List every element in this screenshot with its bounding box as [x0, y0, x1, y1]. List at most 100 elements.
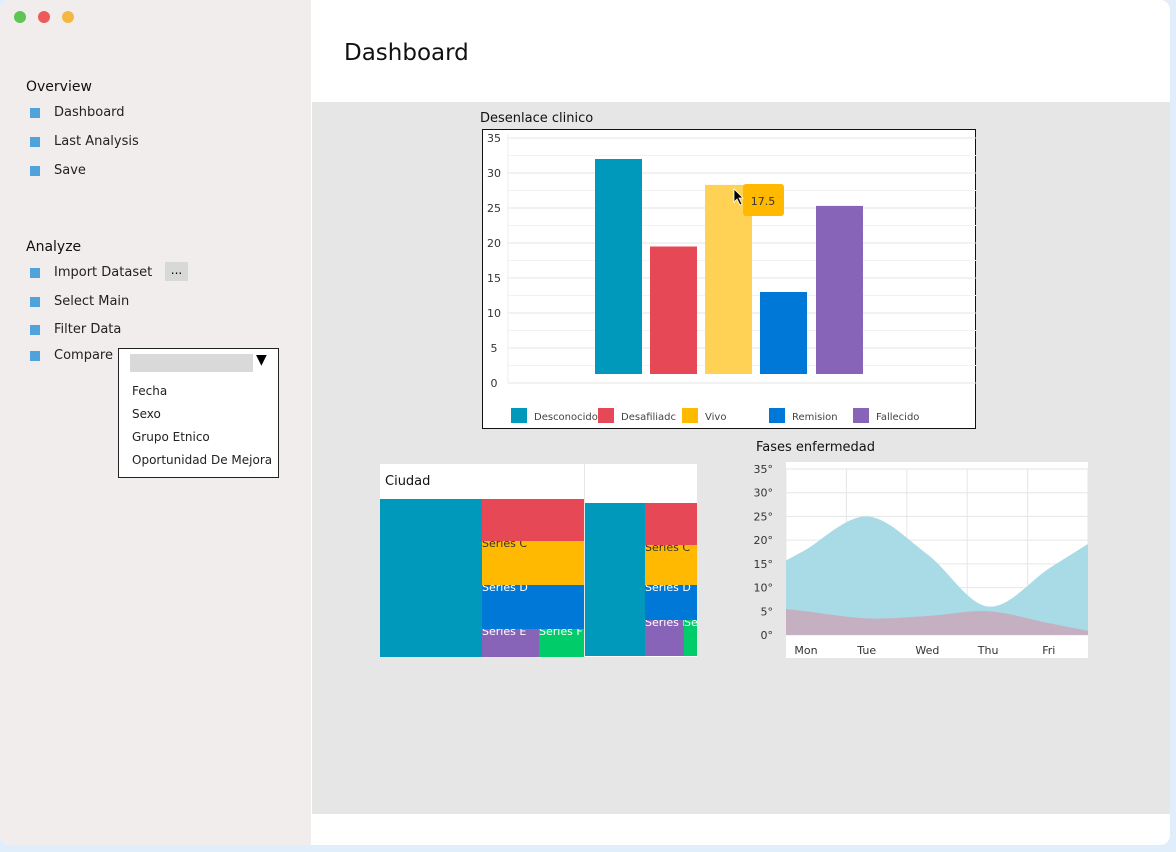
- legend-label: Remision: [792, 412, 838, 423]
- label: Dashboard: [54, 105, 125, 120]
- label: Save: [54, 163, 86, 178]
- divider: [584, 464, 585, 657]
- sidebar-item-select-main[interactable]: Select Main: [30, 294, 129, 309]
- tooltip: [743, 184, 784, 216]
- sidebar-item-compare[interactable]: Compare: [30, 348, 113, 363]
- y-tick-label: 15: [487, 272, 501, 285]
- option-fecha[interactable]: Fecha: [132, 384, 168, 398]
- area-chart: 0° 5° 10° 15° 20° 25° 30° 35° Mon Tue Wed Thu Fri: [754, 462, 1089, 658]
- x-tick-label: Wed: [915, 644, 939, 657]
- treemap-cell-series-b[interactable]: [645, 503, 697, 545]
- treemap-cell-series-a[interactable]: [380, 499, 482, 657]
- sidebar-item-filter-data[interactable]: Filter Data: [30, 322, 121, 337]
- treemap-cell-series-c[interactable]: Series C: [482, 541, 584, 585]
- section-overview: Overview: [26, 79, 92, 95]
- sidebar-item-dashboard[interactable]: Dashboard: [30, 105, 125, 120]
- triangle-down-icon[interactable]: ▼: [256, 352, 267, 368]
- y-tick-label: 35: [487, 132, 501, 145]
- square-icon: [30, 107, 40, 118]
- bar-remision: [760, 292, 807, 374]
- square-icon: [30, 165, 40, 176]
- treemap-cell-series-f[interactable]: Series F: [539, 629, 584, 657]
- treemap-label: Series E: [482, 629, 527, 638]
- section-analyze: Analyze: [26, 239, 82, 255]
- treemap-cell-series-e[interactable]: Series E: [482, 629, 539, 657]
- treemap-cell-series-d[interactable]: Series D: [645, 585, 697, 620]
- y-tick-label: 15°: [754, 558, 773, 571]
- treemap-label: Series E: [645, 620, 684, 629]
- treemap-label: Series C: [482, 541, 528, 550]
- bar-desconocido: [595, 159, 642, 374]
- sidebar-item-import-dataset[interactable]: Import Dataset: [30, 265, 152, 280]
- treemap-cell-series-d[interactable]: Series D: [482, 585, 584, 629]
- y-tick-label: 20: [487, 237, 501, 250]
- treemap-cell-series-c[interactable]: Series C: [645, 545, 697, 585]
- bar-fallecido: [816, 205, 863, 374]
- legend-label: Desconocido: [534, 412, 598, 423]
- x-tick-label: Mon: [794, 644, 817, 657]
- treemap-label: Se: [684, 620, 697, 629]
- legend-swatch: [853, 408, 869, 423]
- legend-label: Vivo: [705, 412, 726, 423]
- y-tick-label: 30°: [754, 487, 773, 500]
- y-tick-label: 30: [487, 167, 501, 180]
- label: Compare: [54, 348, 113, 363]
- square-icon: [30, 350, 40, 361]
- option-grupo-etnico[interactable]: Grupo Etnico: [132, 430, 210, 444]
- legend-swatch: [769, 408, 785, 423]
- treemap-label: Series F: [539, 629, 583, 638]
- y-tick-label: 0°: [761, 629, 774, 642]
- bar-chart: 0 5 10 15 20 25 30 35 Desconocido Desafiliadc Vivo…: [482, 129, 976, 429]
- bar-desafiliadc: [650, 246, 697, 374]
- legend-swatch: [511, 408, 527, 423]
- square-icon: [30, 136, 40, 147]
- compare-select-field[interactable]: [130, 354, 253, 372]
- header: Dashboard: [311, 0, 1170, 102]
- import-browse-button[interactable]: ...: [165, 262, 188, 281]
- legend-label: Desafiliadc: [621, 412, 676, 423]
- window-close-button[interactable]: [14, 11, 26, 23]
- area-series-2: [786, 608, 1088, 635]
- treemap-cell-series-e[interactable]: Series E: [645, 620, 684, 656]
- y-tick-label: 10: [487, 307, 501, 320]
- window-maximize-button[interactable]: [62, 11, 74, 23]
- treemap-label: Series D: [482, 585, 528, 594]
- y-tick-label: 25: [487, 202, 501, 215]
- sidebar-item-last-analysis[interactable]: Last Analysis: [30, 134, 139, 149]
- label: Last Analysis: [54, 134, 139, 149]
- page-title: Dashboard: [344, 40, 469, 66]
- label: Select Main: [54, 294, 130, 309]
- cursor-icon: [733, 188, 744, 206]
- treemap-cell-series-f[interactable]: Se: [684, 620, 697, 656]
- label: Import Dataset: [54, 265, 153, 280]
- window-minimize-button[interactable]: [38, 11, 50, 23]
- legend-swatch: [598, 408, 614, 423]
- legend-swatch: [682, 408, 698, 423]
- bar-vivo: [705, 184, 752, 374]
- bar-chart-title: Desenlace clinico: [480, 111, 594, 126]
- treemap-cell-series-b[interactable]: [482, 499, 584, 541]
- x-tick-label: Fri: [1042, 644, 1055, 657]
- y-tick-label: 10°: [754, 582, 773, 595]
- treemap-label: Series D: [645, 585, 691, 594]
- treemap-title: Ciudad: [385, 474, 431, 489]
- y-tick-label: 20°: [754, 534, 773, 547]
- sidebar: Overview Dashboard Last Analysis Save An…: [0, 0, 311, 845]
- y-tick-label: 5: [491, 342, 498, 355]
- y-tick-label: 35°: [754, 463, 773, 476]
- option-oportunidad-de-mejora[interactable]: Oportunidad De Mejora: [132, 453, 273, 467]
- x-tick-label: Tue: [856, 644, 876, 657]
- y-tick-label: 0: [491, 377, 498, 390]
- treemap-label: Series C: [645, 545, 691, 554]
- compare-dropdown[interactable]: ▼ Fecha Sexo Grupo Etnico Oportunidad De…: [118, 348, 279, 478]
- square-icon: [30, 267, 40, 278]
- square-icon: [30, 296, 40, 307]
- square-icon: [30, 324, 40, 335]
- area-chart-title: Fases enfermedad: [756, 440, 875, 455]
- treemap-cell-series-a[interactable]: [585, 503, 645, 656]
- option-sexo[interactable]: Sexo: [132, 407, 161, 421]
- y-tick-label: 25°: [754, 510, 773, 523]
- sidebar-item-save[interactable]: Save: [30, 163, 86, 178]
- legend-label: Fallecido: [876, 412, 919, 423]
